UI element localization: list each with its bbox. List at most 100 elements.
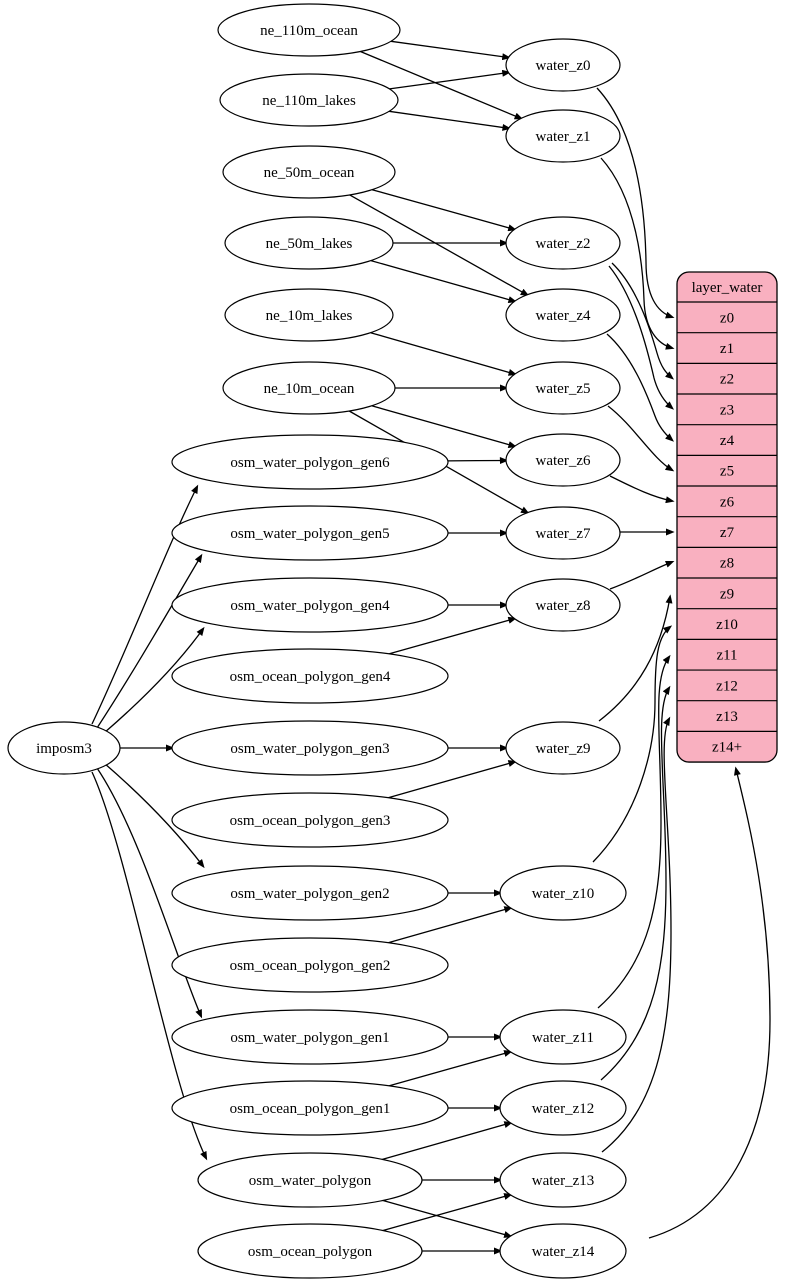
edge-ne_110m_lakes-to-water_z0 — [389, 69, 511, 90]
node-label-water_z10: water_z10 — [532, 886, 594, 902]
node-water_z4: water_z4 — [505, 288, 621, 342]
node-ellipse-osm_water_polygon_gen1 — [171, 1009, 449, 1065]
node-ellipse-osm_ocean_polygon_gen1 — [171, 1080, 449, 1136]
record-row-z10: z10 — [716, 617, 738, 633]
node-water_z9: water_z9 — [505, 721, 621, 775]
edge-water_z2-to-z3 — [608, 265, 674, 410]
node-label-ne_110m_lakes: ne_110m_lakes — [262, 93, 356, 109]
node-ellipse-osm_water_polygon_gen4 — [171, 577, 449, 633]
node-ellipse-ne_50m_lakes — [224, 216, 394, 270]
node-label-ne_10m_ocean: ne_10m_ocean — [264, 381, 355, 397]
edge-osm_water_polygon-to-water_z14 — [382, 1199, 513, 1238]
node-ellipse-osm_water_polygon_gen6 — [171, 434, 449, 490]
node-ellipse-water_z7 — [505, 506, 621, 560]
edge-water_z9-to-z9 — [598, 594, 673, 722]
node-ellipse-water_z5 — [505, 361, 621, 415]
node-osm_water_polygon: osm_water_polygon — [197, 1152, 423, 1208]
node-ellipse-water_z2 — [505, 216, 621, 270]
node-label-water_z14: water_z14 — [532, 1244, 595, 1260]
edge-water_z5-to-z5 — [607, 405, 675, 472]
edge-water_z11-to-z11 — [597, 654, 671, 1009]
node-water_z1: water_z1 — [505, 109, 621, 163]
node-label-water_z12: water_z12 — [532, 1101, 594, 1117]
node-label-osm_water_polygon_gen2: osm_water_polygon_gen2 — [230, 886, 389, 902]
edge-water_z13-to-z13 — [601, 716, 672, 1153]
node-ellipse-osm_ocean_polygon_gen3 — [171, 792, 449, 848]
node-osm_water_polygon_gen1: osm_water_polygon_gen1 — [171, 1009, 449, 1065]
node-ellipse-osm_ocean_polygon — [197, 1223, 423, 1279]
node-ellipse-water_z10 — [499, 865, 627, 921]
node-ellipse-water_z6 — [505, 433, 621, 487]
node-ellipse-osm_water_polygon_gen3 — [171, 720, 449, 776]
node-water_z8: water_z8 — [505, 578, 621, 632]
edge-water_z1-to-z1 — [600, 157, 675, 350]
record-layer_water: layer_water z0 z1 z2 z3 z4 z5 z6 z7 z8 z9 z10 z11 z12… — [676, 271, 778, 763]
edge-osm_ocean_polygon_gen2-to-water_z10 — [388, 906, 514, 944]
node-ne_110m_lakes: ne_110m_lakes — [219, 73, 399, 127]
node-label-imposm3: imposm3 — [36, 741, 92, 757]
record-row-z5: z5 — [720, 464, 734, 480]
edge-water_z8-to-z8 — [609, 560, 675, 590]
edge-water_z4-to-z4 — [606, 333, 674, 442]
node-water_z6: water_z6 — [505, 433, 621, 487]
edge-ne_50m_lakes-to-water_z4 — [370, 259, 518, 303]
node-ellipse-water_z9 — [505, 721, 621, 775]
record-layer: layer_water z0 z1 z2 z3 z4 z5 z6 z7 z8 z9 z10 z11 z12… — [676, 271, 778, 763]
edge-imposm3-to-osm_water_polygon_gen2 — [103, 762, 205, 869]
node-imposm3: imposm3 — [7, 721, 121, 775]
nodes-layer: ne_110m_ocean ne_110m_lakes ne_50m_oceanne… — [7, 3, 627, 1279]
node-osm_ocean_polygon_gen1: osm_ocean_polygon_gen1 — [171, 1080, 449, 1136]
record-row-z6: z6 — [720, 494, 735, 510]
node-label-water_z13: water_z13 — [532, 1173, 594, 1189]
node-label-osm_water_polygon_gen1: osm_water_polygon_gen1 — [230, 1030, 389, 1046]
node-osm_ocean_polygon_gen2: osm_ocean_polygon_gen2 — [171, 937, 449, 993]
edge-ne_50m_ocean-to-water_z4 — [349, 194, 530, 297]
node-ellipse-osm_ocean_polygon_gen4 — [171, 648, 449, 704]
node-label-ne_50m_lakes: ne_50m_lakes — [266, 236, 353, 252]
record-row-z12: z12 — [716, 678, 738, 694]
node-label-osm_water_polygon: osm_water_polygon — [249, 1173, 372, 1189]
node-water_z11: water_z11 — [499, 1009, 627, 1065]
edge-ne_110m_ocean-to-water_z1 — [360, 50, 524, 120]
node-ellipse-water_z8 — [505, 578, 621, 632]
node-ellipse-imposm3 — [7, 721, 121, 775]
node-label-ne_110m_ocean: ne_110m_ocean — [260, 23, 358, 39]
node-osm_water_polygon_gen6: osm_water_polygon_gen6 — [171, 434, 449, 490]
edge-osm_ocean_polygon_gen1-to-water_z11 — [388, 1050, 513, 1087]
record-row-z3: z3 — [720, 402, 734, 418]
edge-ne_50m_ocean-to-water_z2 — [371, 189, 517, 232]
node-ne_10m_lakes: ne_10m_lakes — [224, 288, 394, 342]
node-osm_water_polygon_gen4: osm_water_polygon_gen4 — [171, 577, 449, 633]
edge-water_z6-to-z6 — [609, 475, 675, 504]
edge-water_z0-to-z0 — [596, 87, 675, 319]
edge-osm_ocean_polygon_gen4-to-water_z8 — [388, 616, 518, 655]
node-label-osm_ocean_polygon_gen4: osm_ocean_polygon_gen4 — [230, 669, 391, 685]
node-water_z12: water_z12 — [499, 1080, 627, 1136]
node-label-osm_water_polygon_gen6: osm_water_polygon_gen6 — [230, 455, 390, 471]
edge-ne_10m_ocean-to-water_z6 — [371, 405, 518, 448]
node-label-water_z7: water_z7 — [536, 526, 591, 542]
node-ellipse-water_z4 — [505, 288, 621, 342]
edge-water_z14-to-z14+ — [648, 766, 771, 1239]
node-ellipse-water_z13 — [499, 1152, 627, 1208]
edge-osm_ocean_polygon_gen3-to-water_z9 — [388, 760, 518, 799]
edge-osm_water_polygon-to-water_z12 — [382, 1121, 514, 1161]
node-label-ne_50m_ocean: ne_50m_ocean — [264, 165, 355, 181]
node-water_z7: water_z7 — [505, 506, 621, 560]
node-label-osm_ocean_polygon_gen1: osm_ocean_polygon_gen1 — [230, 1101, 391, 1117]
edge-imposm3-to-osm_water_polygon_gen6 — [91, 484, 199, 725]
edge-ne_110m_ocean-to-water_z0 — [390, 40, 512, 61]
edge-water_z2-to-z2 — [611, 262, 675, 380]
node-osm_water_polygon_gen5: osm_water_polygon_gen5 — [171, 505, 449, 561]
edge-water_z10-to-z10 — [592, 625, 673, 863]
record-row-z1: z1 — [720, 341, 734, 357]
node-water_z2: water_z2 — [505, 216, 621, 270]
node-ellipse-water_z1 — [505, 109, 621, 163]
node-ellipse-water_z11 — [499, 1009, 627, 1065]
node-label-ne_10m_lakes: ne_10m_lakes — [266, 308, 353, 324]
node-ellipse-osm_water_polygon_gen2 — [171, 865, 449, 921]
record-row-z8: z8 — [720, 556, 734, 572]
node-ellipse-ne_50m_ocean — [222, 145, 396, 199]
